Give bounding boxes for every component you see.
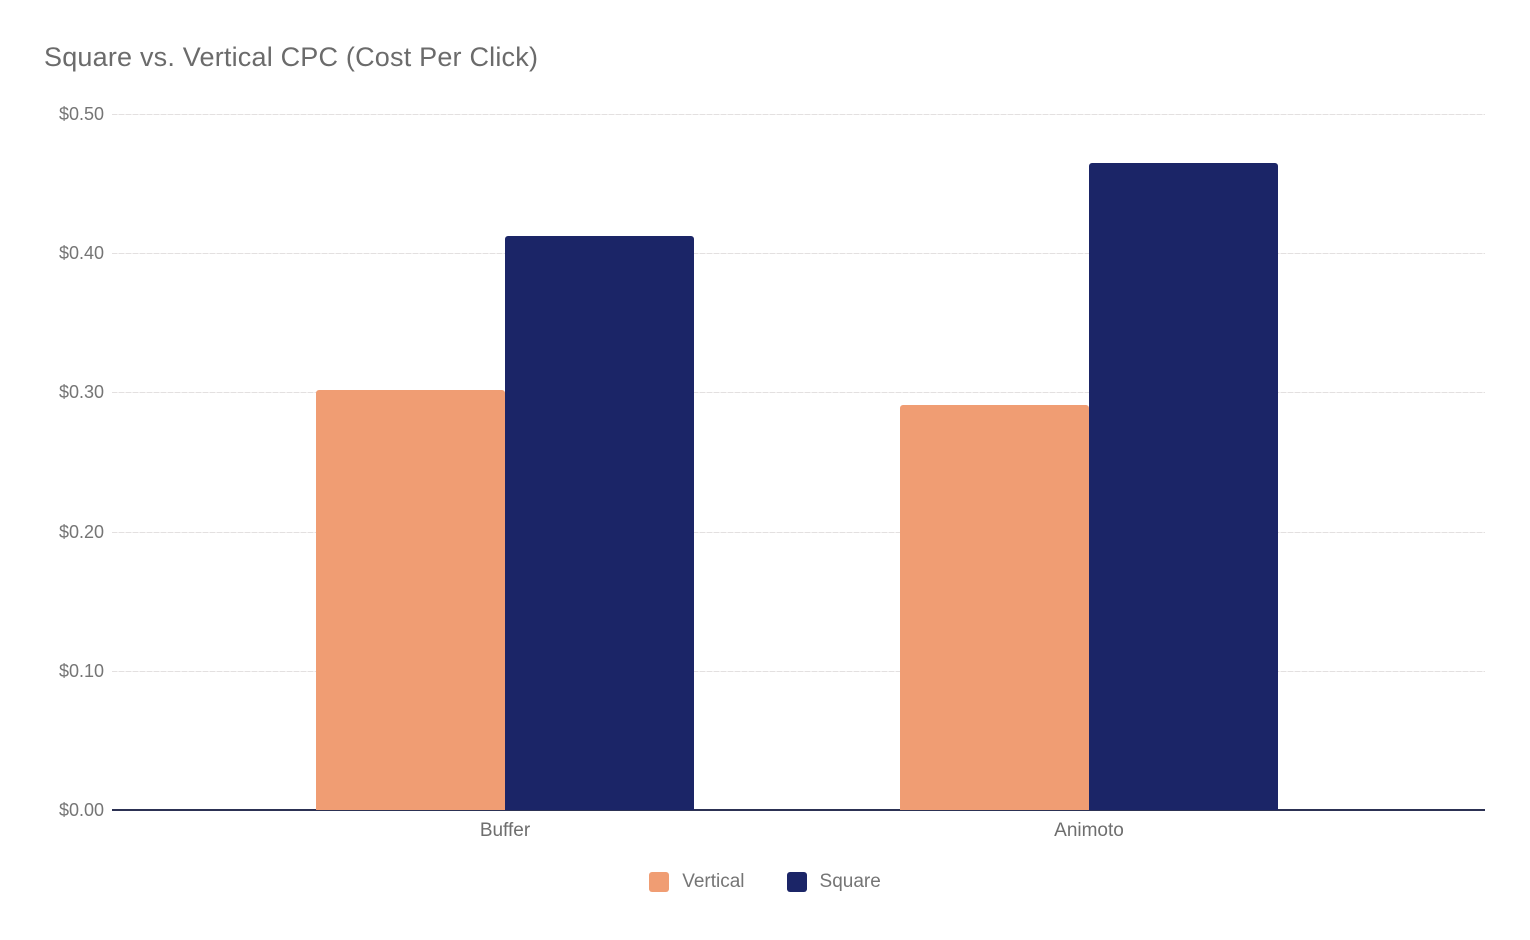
bar-buffer-vertical[interactable] xyxy=(316,390,505,810)
chart-legend: Vertical Square xyxy=(0,871,1530,893)
gridline-0.40 xyxy=(112,253,1485,255)
legend-swatch-square xyxy=(786,872,807,892)
gridline-0.30 xyxy=(112,392,1485,394)
gridline-0.10 xyxy=(112,670,1485,672)
y-tick-label-0.40: $0.40 xyxy=(58,243,104,264)
legend-label-square: Square xyxy=(819,871,881,892)
legend-swatch-vertical xyxy=(649,872,670,892)
y-tick-label-0.20: $0.20 xyxy=(58,521,104,542)
bar-animoto-square[interactable] xyxy=(1089,163,1278,810)
legend-label-vertical: Vertical xyxy=(682,871,745,892)
bar-animoto-vertical[interactable] xyxy=(900,405,1089,810)
category-label-animoto: Animoto xyxy=(1054,820,1124,841)
category-label-buffer: Buffer xyxy=(479,820,531,841)
x-axis-baseline xyxy=(112,809,1485,811)
y-tick-label-0.30: $0.30 xyxy=(58,382,104,403)
bar-buffer-square[interactable] xyxy=(505,236,694,810)
legend-item-square: Square xyxy=(786,871,881,893)
y-tick-label-0.50: $0.50 xyxy=(58,104,104,124)
y-tick-label-0.10: $0.10 xyxy=(58,660,104,681)
gridline-0.20 xyxy=(112,531,1485,533)
legend-item-vertical: Vertical xyxy=(649,871,745,893)
chart-title: Square vs. Vertical CPC (Cost Per Click) xyxy=(44,42,539,72)
y-tick-label-0.00: $0.00 xyxy=(58,800,104,820)
gridline-0.50 xyxy=(112,114,1485,115)
